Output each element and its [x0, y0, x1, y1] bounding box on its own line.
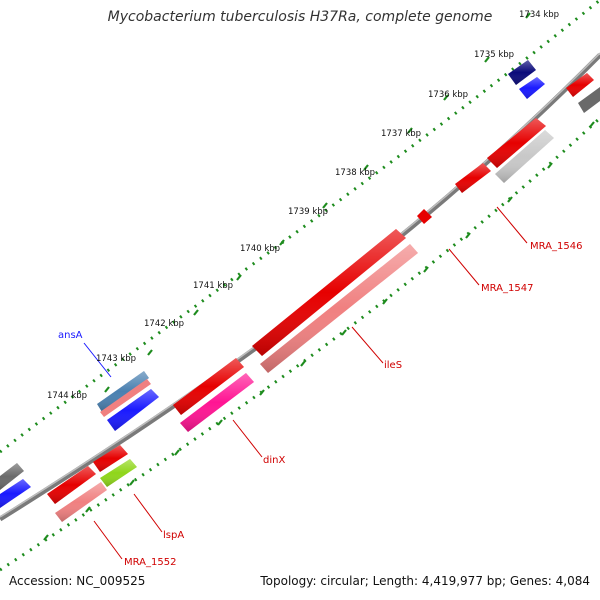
tick-label: 1744 kbp — [47, 391, 87, 401]
tick-label: 1740 kbp — [240, 244, 280, 254]
tick-label: 1737 kbp — [381, 129, 421, 139]
gene-feature[interactable] — [566, 73, 594, 97]
gene-label-ansA[interactable]: ansA — [58, 330, 83, 341]
cds-feature[interactable] — [100, 379, 151, 417]
tick-label: 1743 kbp — [96, 354, 136, 364]
cds-feature[interactable] — [260, 244, 418, 373]
tick-label: 1738 kbp — [335, 168, 375, 178]
tick-label: 1736 kbp — [428, 90, 468, 100]
gene-feature[interactable] — [0, 463, 24, 490]
gene-label-mra1552[interactable]: MRA_1552 — [124, 557, 176, 568]
cds-feature[interactable] — [495, 130, 554, 183]
cds-feature[interactable] — [180, 373, 254, 432]
tick-label: 1742 kbp — [144, 319, 184, 329]
cds-feature[interactable] — [55, 482, 107, 522]
gene-labels: ansA MRA_1546 MRA_1547 ileS dinX lspA MR… — [58, 241, 582, 568]
gene-feature[interactable] — [487, 118, 546, 168]
tick-label: 1735 kbp — [474, 50, 514, 60]
gene-feature[interactable] — [97, 371, 149, 412]
cds-feature[interactable] — [100, 459, 137, 487]
gene-feature[interactable] — [417, 209, 432, 224]
outer-ruler — [0, 0, 600, 454]
gene-feature[interactable] — [455, 163, 491, 193]
tick-label: 1741 kbp — [193, 281, 233, 291]
genome-summary: Topology: circular; Length: 4,419,977 bp… — [260, 574, 590, 588]
gene-feature[interactable] — [519, 77, 545, 99]
genome-title: Mycobacterium tuberculosis H37Ra, comple… — [107, 9, 493, 25]
gene-label-mra1547[interactable]: MRA_1547 — [481, 283, 533, 294]
inner-ruler — [0, 116, 600, 572]
gene-label-iles[interactable]: ileS — [384, 360, 402, 371]
gene-feature[interactable] — [252, 229, 406, 356]
gene-feature[interactable] — [173, 358, 244, 415]
cds-feature[interactable] — [578, 87, 600, 113]
gene-feature[interactable] — [93, 445, 128, 472]
gene-feature[interactable] — [508, 60, 536, 85]
gene-label-mra1546[interactable]: MRA_1546 — [530, 241, 582, 252]
inner-ruler-tick-marks — [43, 121, 595, 541]
tick-label: 1734 kbp — [519, 10, 559, 20]
label-leaders — [83, 206, 528, 560]
gene-feature[interactable] — [0, 479, 31, 508]
gene-feature[interactable] — [47, 466, 96, 504]
ruler-labels: 1734 kbp 1735 kbp 1736 kbp 1737 kbp 1738… — [47, 10, 559, 401]
gene-label-dinx[interactable]: dinX — [263, 455, 285, 466]
tick-label: 1739 kbp — [288, 207, 328, 217]
accession-label: Accession: NC_009525 — [9, 574, 146, 588]
gene-feature[interactable] — [107, 389, 159, 431]
ruler-tick-marks — [104, 12, 531, 393]
gene-label-lspa[interactable]: lspA — [163, 530, 184, 541]
